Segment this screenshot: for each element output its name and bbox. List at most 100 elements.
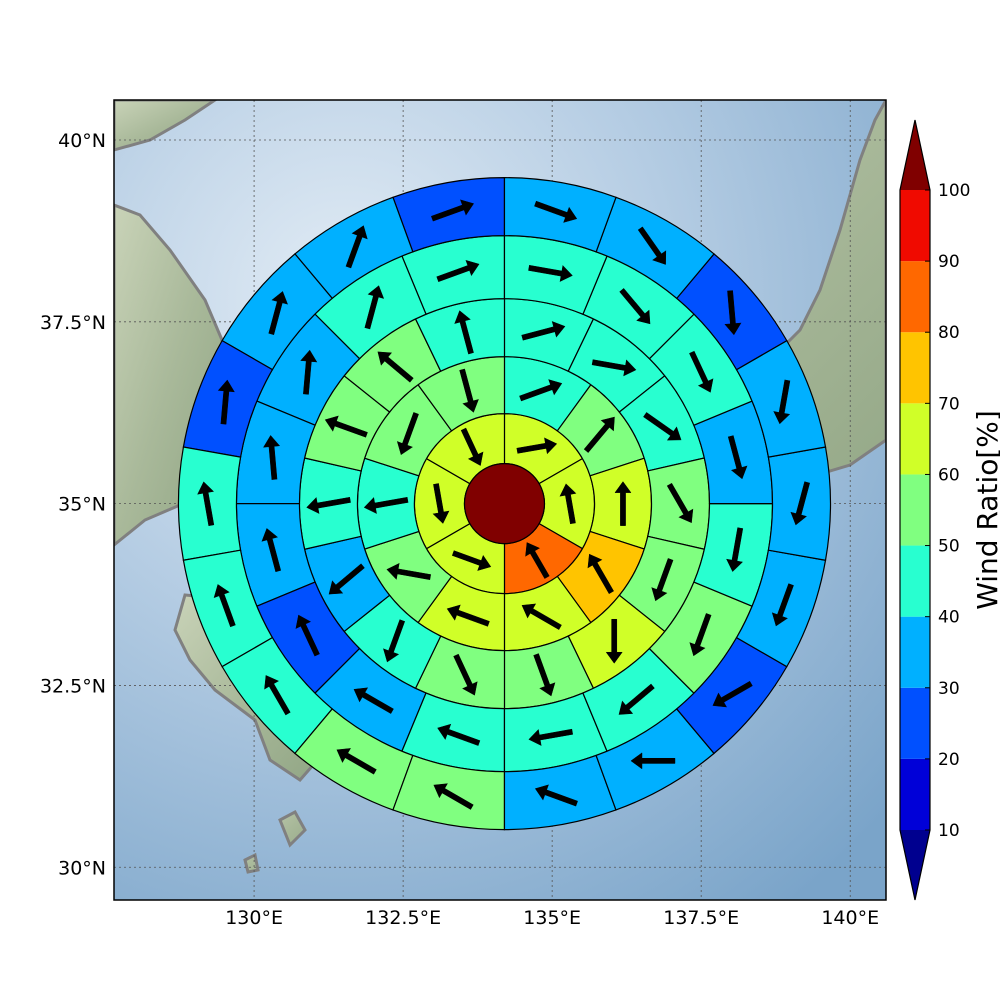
wind-arrow: [689, 350, 714, 393]
wind-arrow: [605, 618, 623, 664]
colorbar-tick-label: 40: [938, 608, 960, 628]
wind-arrow: [528, 728, 574, 746]
x-tick-label: 130°E: [225, 907, 283, 929]
wind-arrow: [727, 435, 748, 480]
wind-arrow: [773, 379, 791, 425]
wind-arrow: [724, 290, 742, 336]
wind-arrow: [353, 687, 394, 714]
wind-arrow: [583, 416, 615, 453]
wind-arrow: [534, 784, 578, 807]
colorbar-tick-label: 100: [938, 181, 970, 201]
colorbar-segment: [900, 474, 930, 546]
wind-arrow: [559, 483, 577, 525]
wind-arrow: [261, 528, 282, 573]
colorbar-tick-label: 20: [938, 750, 960, 770]
wind-arrow: [295, 614, 320, 657]
wind-arrow: [521, 603, 562, 630]
wind-arrow: [533, 653, 556, 697]
wind-arrow: [453, 653, 478, 696]
wind-arrow: [637, 226, 667, 265]
wind-arrow: [651, 558, 674, 602]
x-tick-label: 135°E: [523, 907, 581, 929]
wind-arrow: [643, 412, 682, 441]
wind-arrow: [519, 379, 563, 402]
wind-arrow: [328, 563, 365, 595]
colorbar-under-extend: [900, 830, 930, 900]
wind-arrow: [534, 200, 578, 223]
axis-ticks: 130°E 132.5°E 135°E 137.5°E 140°E 30°N 32.5°N 3…: [40, 130, 879, 929]
colorbar-tick-label: 80: [938, 323, 960, 343]
wind-arrow: [306, 496, 351, 514]
colorbar-tick-label: 30: [938, 679, 960, 699]
y-tick-label: 37.5°N: [40, 312, 106, 334]
colorbar-tick-label: 70: [938, 394, 960, 414]
wind-arrow: [454, 310, 474, 355]
wind-arrow: [300, 349, 318, 395]
y-tick-label: 40°N: [58, 130, 106, 152]
wind-arrow: [268, 291, 288, 335]
wind-arrow: [587, 553, 614, 594]
wind-arrow: [213, 584, 236, 628]
wind-arrow: [712, 680, 753, 708]
wind-arrow: [383, 619, 406, 663]
southern-islands: [243, 809, 307, 874]
wind-arrow: [263, 435, 281, 480]
wind-arrow: [433, 783, 474, 810]
wind-arrow: [521, 321, 566, 341]
wind-arrow: [666, 482, 694, 524]
wind-arrow: [790, 481, 810, 526]
colorbar: 10 20 30 40 50 60 70 80 90 100 Wind Ratio[%]: [899, 119, 1000, 901]
wind-arrow: [217, 379, 235, 425]
colorbar-segment: [900, 616, 930, 688]
wind-arrow: [336, 748, 377, 775]
colorbar-segment: [900, 261, 930, 333]
wind-arrow: [726, 527, 744, 572]
colorbar-segment: [900, 545, 930, 617]
wind-arrow: [516, 437, 558, 455]
wind-arrow: [689, 613, 712, 657]
wind-arrow: [459, 368, 479, 413]
wind-arrow: [364, 285, 385, 330]
wind-arrow: [377, 351, 414, 383]
wind-arrow: [446, 604, 490, 627]
colorbar-segment: [900, 758, 930, 830]
wind-arrow: [528, 265, 573, 282]
colorbar-tick-label: 60: [938, 465, 960, 485]
colorbar-tick-label: 50: [938, 537, 960, 557]
colorbar-over-extend: [900, 120, 930, 190]
wind-arrow: [431, 199, 474, 222]
colorbar-segment: [900, 403, 930, 475]
colorbar-tick-label: 90: [938, 252, 960, 272]
wind-arrow: [630, 752, 676, 770]
colorbar-segment: [900, 332, 930, 404]
x-tick-label: 140°E: [821, 907, 879, 929]
wind-arrow: [591, 359, 637, 377]
wind-arrow: [525, 542, 550, 579]
x-tick-label: 132.5°E: [365, 907, 441, 929]
wind-arrow: [614, 481, 632, 526]
polar-wind-grid: [177, 177, 832, 831]
wind-arrow: [619, 288, 651, 325]
wind-arrow: [363, 496, 409, 514]
colorbar-segments: 10 20 30 40 50 60 70 80 90 100: [899, 119, 970, 901]
wind-arrow: [771, 583, 794, 627]
wind-arrow: [436, 260, 480, 282]
wind-arrow: [451, 550, 492, 571]
map-frame: [113, 99, 887, 901]
x-tick-label: 137.5°E: [663, 907, 739, 929]
northeast-landmass: [114, 100, 218, 152]
colorbar-segment: [900, 190, 930, 262]
map-panel: 130°E 132.5°E 135°E 137.5°E 140°E 30°N 32.5°N 3…: [40, 99, 887, 929]
y-tick-label: 35°N: [58, 494, 106, 516]
wind-arrow: [432, 483, 450, 524]
colorbar-tick-label: 10: [938, 821, 960, 841]
colorbar-segment: [900, 687, 930, 759]
y-tick-label: 30°N: [58, 857, 106, 879]
wind-arrow: [386, 563, 432, 580]
wind-arrow: [437, 723, 481, 746]
wind-arrow: [197, 481, 215, 527]
y-tick-label: 32.5°N: [40, 675, 106, 697]
colorbar-label: Wind Ratio[%]: [971, 410, 1000, 610]
wind-arrow: [345, 225, 368, 269]
